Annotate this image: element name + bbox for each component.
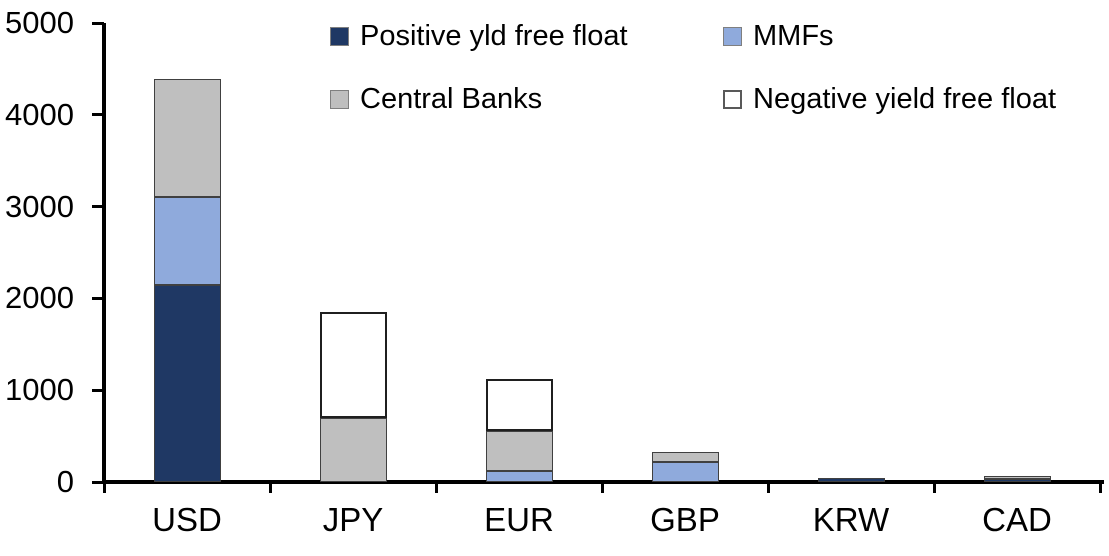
bar-segment-eur-negative-yield-free-float	[485, 379, 553, 432]
x-axis-line	[102, 480, 1104, 484]
y-axis-tick-label: 4000	[5, 96, 74, 132]
legend-item-negative-yield-free-float: Negative yield free float	[723, 80, 1056, 118]
bar-segment-usd-central-banks	[153, 78, 221, 198]
x-axis-label-jpy: JPY	[322, 501, 384, 538]
y-axis-tick	[92, 388, 104, 392]
legend-label-central-banks: Central Banks	[360, 82, 543, 115]
bar-segment-gbp-mmfs	[651, 462, 719, 482]
bar-segment-gbp-central-banks	[651, 452, 719, 463]
x-axis-label-eur: EUR	[484, 501, 554, 538]
x-axis-label-krw: KRW	[812, 501, 890, 538]
y-axis-tick	[92, 205, 104, 209]
legend-swatch-negative-yield-free-float	[723, 89, 742, 109]
x-axis-label-cad: CAD	[982, 501, 1052, 538]
legend-swatch-mmfs	[723, 26, 742, 46]
y-axis-tick	[92, 113, 104, 117]
bar-segment-jpy-central-banks	[319, 417, 387, 482]
legend-label-positive-yld-free-float: Positive yld free float	[360, 19, 628, 52]
y-axis-tick-label: 2000	[5, 280, 74, 316]
y-axis-tick	[92, 480, 104, 484]
y-axis-tick-label: 1000	[5, 372, 74, 408]
x-axis-tick	[932, 484, 936, 493]
y-axis-tick-label: 0	[56, 464, 74, 499]
y-axis-tick-label: 3000	[5, 188, 74, 224]
y-axis-line	[102, 23, 106, 484]
y-axis-tick-label: 5000	[5, 5, 74, 40]
bar-segment-jpy-negative-yield-free-float	[319, 312, 387, 418]
bar-segment-usd-positive-yld-free-float	[153, 284, 221, 482]
legend-item-mmfs: MMFs	[723, 17, 834, 55]
legend-swatch-central-banks	[330, 89, 349, 109]
x-axis-tick	[600, 484, 604, 493]
bar-segment-usd-mmfs	[153, 197, 221, 285]
y-axis-tick	[92, 296, 104, 300]
legend-label-mmfs: MMFs	[753, 19, 834, 52]
legend-swatch-positive-yld-free-float	[330, 26, 349, 46]
legend-label-negative-yield-free-float: Negative yield free float	[753, 82, 1057, 115]
legend-item-positive-yld-free-float: Positive yld free float	[330, 17, 628, 55]
y-axis-tick	[92, 21, 104, 25]
x-axis-tick	[1098, 484, 1102, 493]
bar-segment-cad-positive-yld-free-float	[983, 479, 1051, 482]
x-axis-tick	[766, 484, 770, 493]
bar-segment-cad-central-banks	[983, 476, 1051, 480]
legend-item-central-banks: Central Banks	[330, 80, 542, 118]
x-axis-label-usd: USD	[152, 501, 222, 538]
bar-segment-krw-positive-yld-free-float	[817, 477, 885, 482]
x-axis-tick	[268, 484, 272, 493]
x-axis-label-gbp: GBP	[650, 501, 720, 538]
x-axis-tick	[102, 484, 106, 493]
bar-segment-eur-central-banks	[485, 431, 553, 472]
x-axis-tick	[434, 484, 438, 493]
bar-segment-eur-mmfs	[485, 471, 553, 482]
